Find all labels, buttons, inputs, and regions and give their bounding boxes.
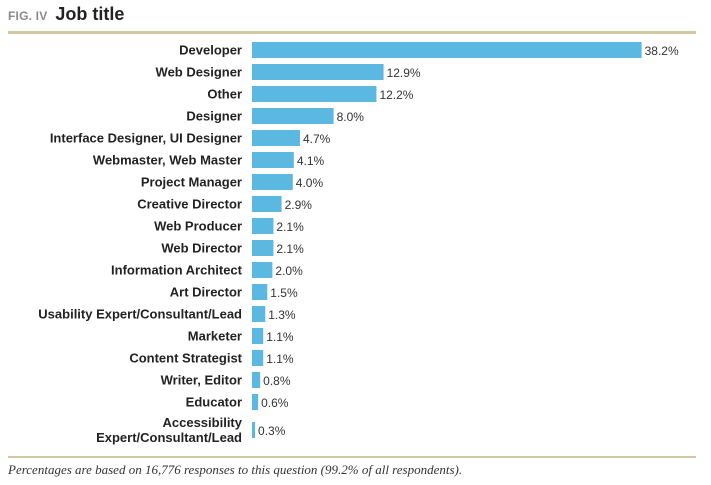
- category-label-web-director: Web Director: [161, 241, 242, 256]
- bar-educator: [252, 394, 259, 410]
- category-label-accessibility-expert-consultant-lead-line-2: Expert/Consultant/Lead: [96, 430, 242, 445]
- bar-chart: Developer 38.2% Web Designer 12.9% Other 12.2…: [38, 42, 679, 445]
- bar-interface-designer-ui-designer: [252, 130, 300, 146]
- footnote: Percentages are based on 16,776 response…: [8, 462, 463, 477]
- category-label-creative-director: Creative Director: [137, 197, 242, 212]
- figure-number: FIG. IV: [8, 9, 48, 23]
- value-label-interface-designer-ui-designer: 4.7%: [303, 132, 331, 146]
- category-label-information-architect: Information Architect: [111, 263, 243, 278]
- value-label-accessibility-expert-consultant-lead: 0.3%: [258, 424, 286, 438]
- value-label-web-designer: 12.9%: [387, 66, 421, 80]
- value-label-web-director: 2.1%: [276, 242, 304, 256]
- bar-designer: [252, 108, 334, 124]
- category-label-accessibility-expert-consultant-lead-line-1: Accessibility: [163, 415, 243, 430]
- bar-webmaster-web-master: [252, 152, 294, 168]
- bar-usability-expert-consultant-lead: [252, 306, 266, 322]
- value-label-usability-expert-consultant-lead: 1.3%: [268, 308, 296, 322]
- category-label-educator: Educator: [186, 395, 242, 410]
- category-label-web-designer: Web Designer: [156, 65, 242, 80]
- bar-marketer: [252, 328, 264, 344]
- bar-other: [252, 86, 377, 102]
- value-label-creative-director: 2.9%: [285, 198, 313, 212]
- bar-art-director: [252, 284, 268, 300]
- bar-web-designer: [252, 64, 384, 80]
- chart-title: Job title: [55, 4, 125, 24]
- value-label-information-architect: 2.0%: [275, 264, 303, 278]
- category-label-other: Other: [207, 87, 242, 102]
- category-label-interface-designer-ui-designer: Interface Designer, UI Designer: [50, 131, 242, 146]
- bar-writer-editor: [252, 372, 261, 388]
- bar-web-producer: [252, 218, 274, 234]
- category-label-webmaster-web-master: Webmaster, Web Master: [93, 153, 242, 168]
- bar-project-manager: [252, 174, 293, 190]
- value-label-webmaster-web-master: 4.1%: [297, 154, 325, 168]
- value-label-educator: 0.6%: [261, 396, 289, 410]
- bar-information-architect: [252, 262, 273, 278]
- value-label-marketer: 1.1%: [266, 330, 294, 344]
- category-label-web-producer: Web Producer: [154, 219, 242, 234]
- value-label-content-strategist: 1.1%: [266, 352, 294, 366]
- category-label-project-manager: Project Manager: [141, 175, 242, 190]
- category-label-marketer: Marketer: [188, 329, 242, 344]
- category-label-developer: Developer: [179, 43, 242, 58]
- value-label-art-director: 1.5%: [270, 286, 298, 300]
- value-label-other: 12.2%: [379, 88, 413, 102]
- bar-developer: [252, 42, 642, 58]
- chart-header: FIG. IV Job title: [8, 4, 124, 30]
- value-label-project-manager: 4.0%: [296, 176, 324, 190]
- value-label-developer: 38.2%: [645, 44, 679, 58]
- bottom-divider: [8, 456, 696, 458]
- category-label-writer-editor: Writer, Editor: [161, 373, 242, 388]
- category-label-usability-expert-consultant-lead: Usability Expert/Consultant/Lead: [38, 307, 242, 322]
- bar-content-strategist: [252, 350, 264, 366]
- top-divider: [8, 31, 696, 34]
- category-label-content-strategist: Content Strategist: [129, 351, 242, 366]
- value-label-web-producer: 2.1%: [276, 220, 304, 234]
- bar-web-director: [252, 240, 274, 256]
- bar-creative-director: [252, 196, 282, 212]
- category-label-designer: Designer: [186, 109, 242, 124]
- value-label-designer: 8.0%: [337, 110, 365, 124]
- bar-accessibility-expert-consultant-lead: [252, 422, 256, 438]
- value-label-writer-editor: 0.8%: [263, 374, 291, 388]
- category-label-art-director: Art Director: [170, 285, 242, 300]
